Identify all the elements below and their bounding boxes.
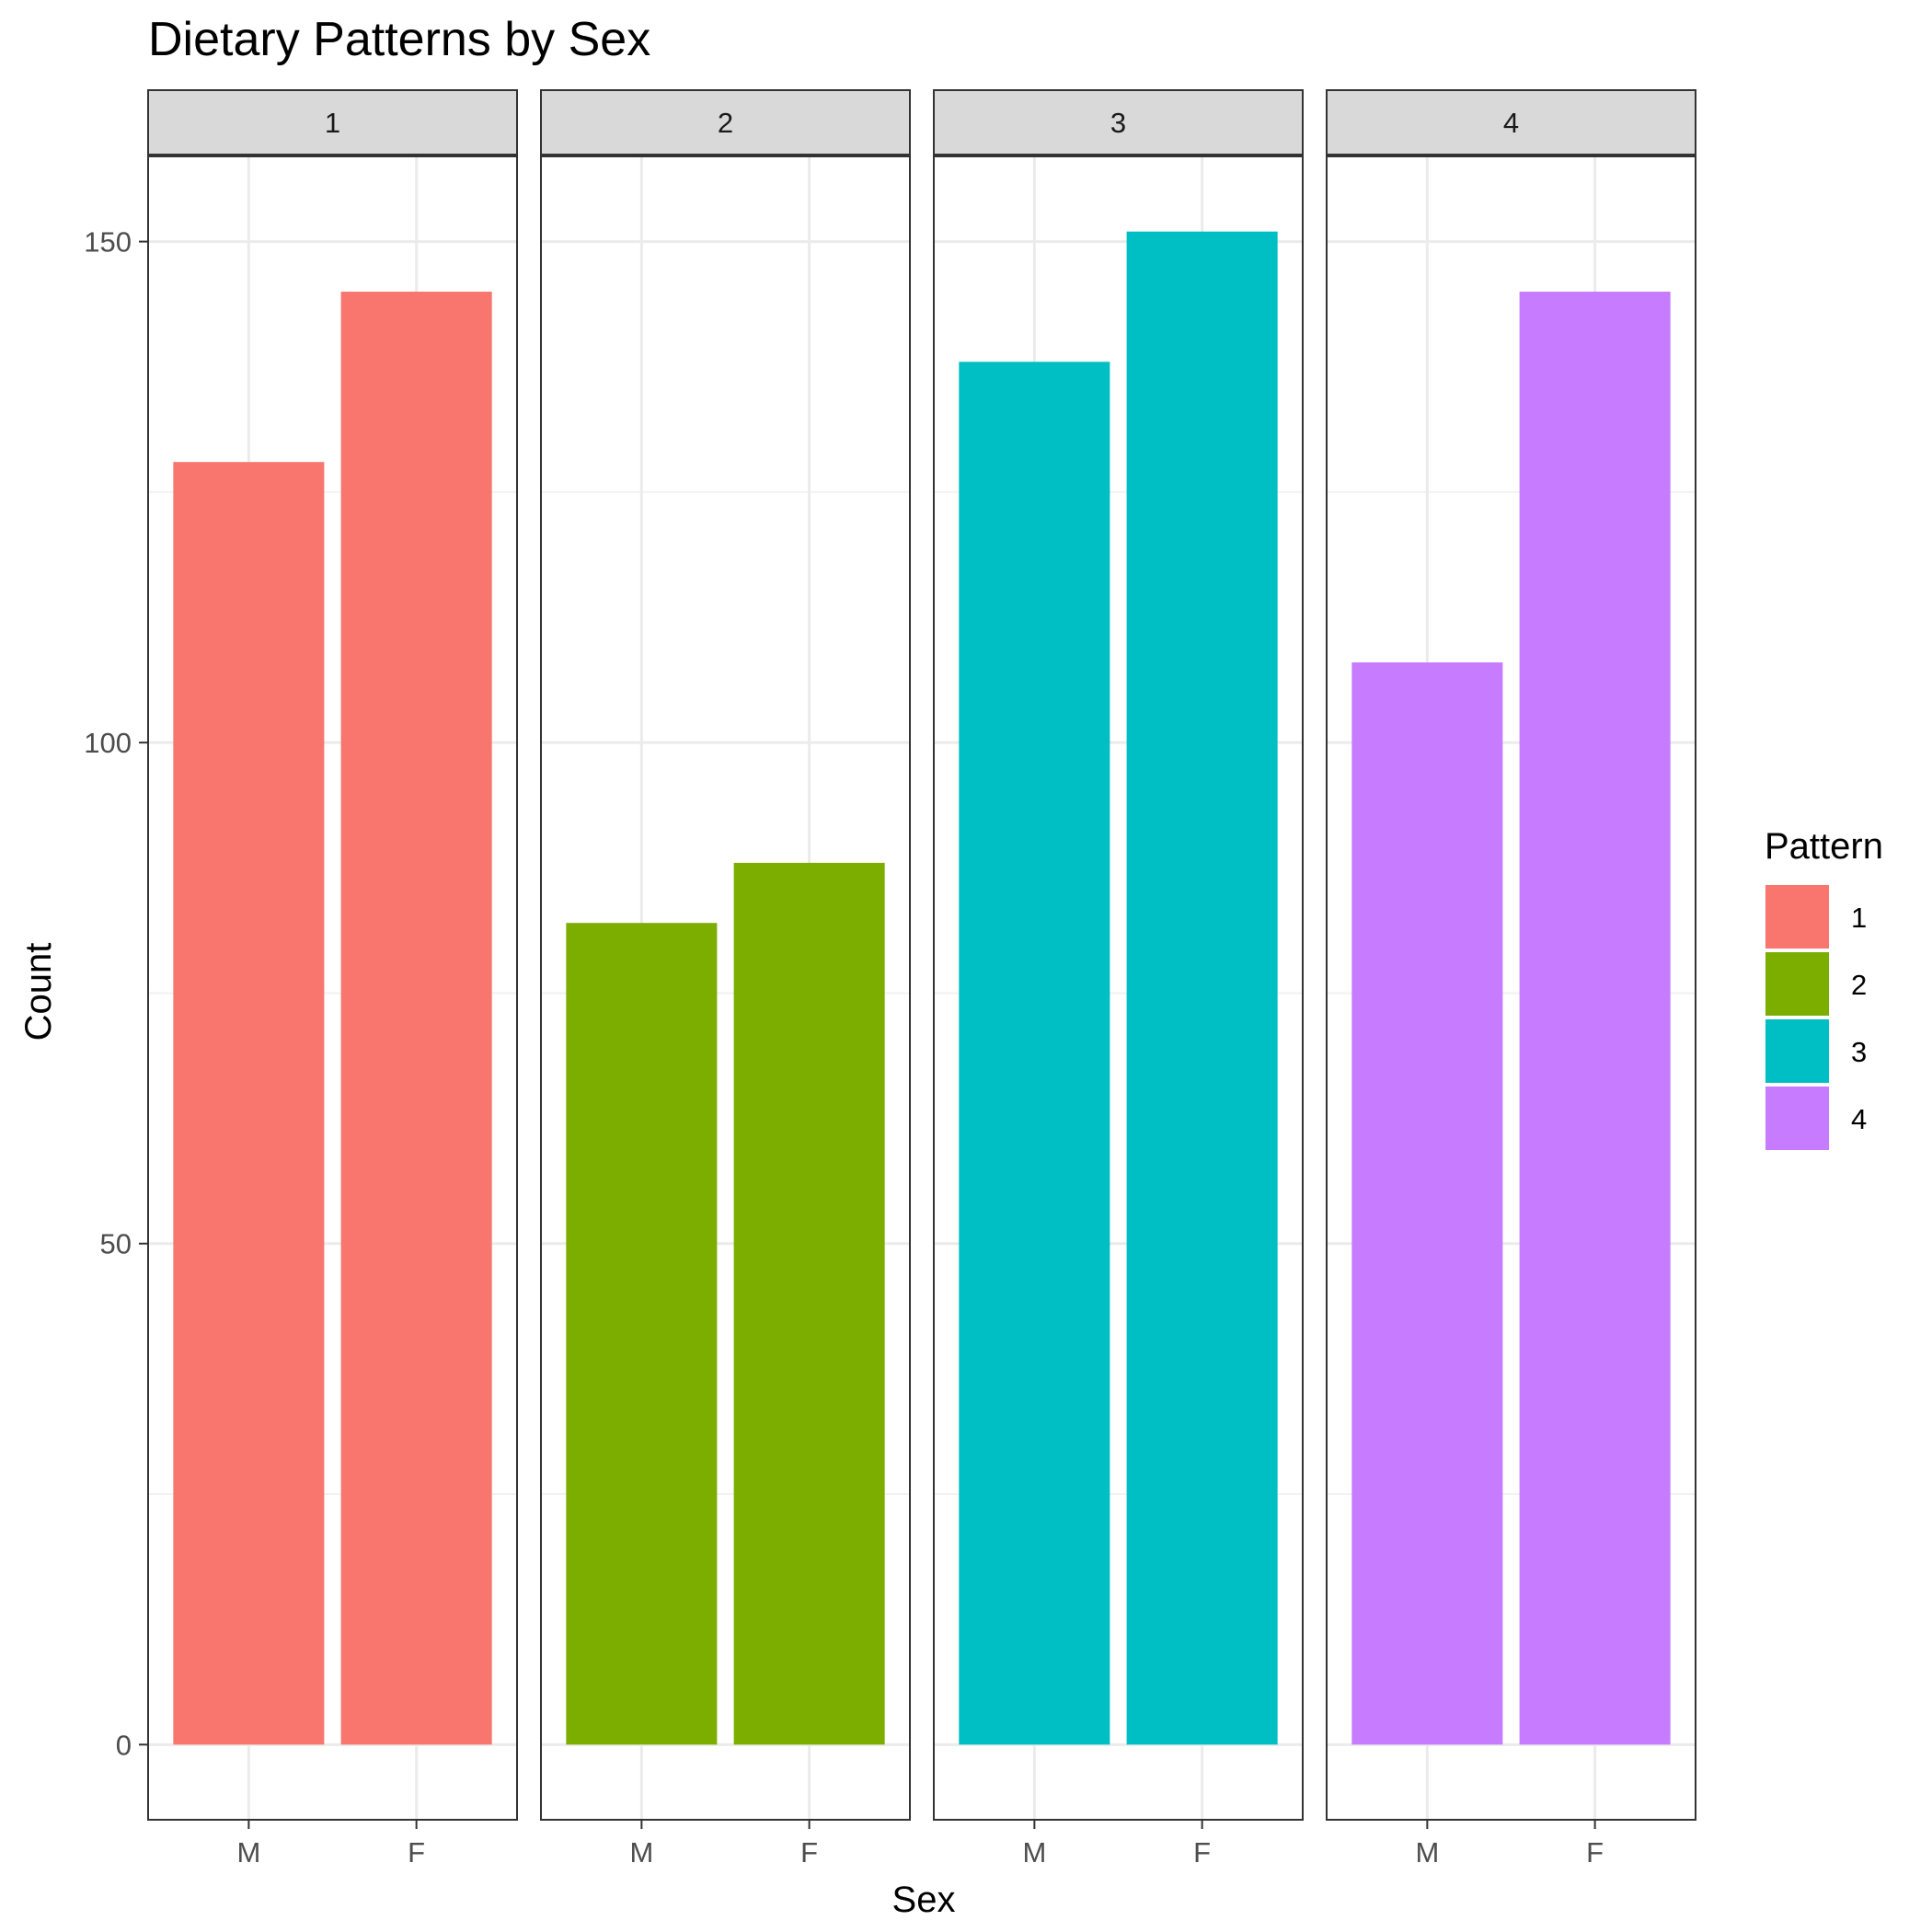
y-tick-label: 150 (84, 226, 132, 259)
bar-pattern-1-F (340, 292, 492, 1745)
y-tick-label: 0 (116, 1729, 132, 1761)
facet-strip-label: 1 (325, 107, 340, 139)
x-tick-label: F (1586, 1836, 1604, 1869)
x-tick-label: M (629, 1836, 653, 1869)
facet-strip-label: 3 (1110, 107, 1126, 139)
facet-panel-3: 3 M F (933, 89, 1304, 1869)
facet-strip (540, 89, 911, 155)
legend-key-4 (1764, 1085, 1831, 1152)
x-axis-title: Sex (892, 1880, 956, 1920)
facet-strip-label: 4 (1503, 107, 1519, 139)
facet-panel-1: 1 M F (147, 89, 518, 1869)
x-tick-label: M (1415, 1836, 1439, 1869)
x-tick-label: F (408, 1836, 425, 1869)
bar-pattern-3-F (1126, 231, 1278, 1745)
legend-label: 4 (1851, 1103, 1867, 1135)
legend-title: Pattern (1765, 826, 1883, 867)
y-tick-label: 100 (84, 727, 132, 759)
legend-key-2 (1764, 950, 1831, 1018)
legend-label: 3 (1851, 1036, 1867, 1068)
panel-border (933, 155, 1304, 1821)
chart-title: Dietary Patterns by Sex (148, 13, 650, 66)
legend-key-3 (1764, 1018, 1831, 1085)
bar-pattern-2-F (733, 862, 885, 1745)
bar-pattern-1-M (173, 462, 325, 1745)
x-tick-label: F (1193, 1836, 1211, 1869)
x-tick-label: M (1022, 1836, 1046, 1869)
legend-label: 2 (1851, 969, 1867, 1001)
facet-panel-2: 2 M F (540, 89, 911, 1869)
facet-strip (1326, 89, 1696, 155)
facet-strip-label: 2 (718, 107, 733, 139)
panel-border (147, 155, 518, 1821)
bar-pattern-4-F (1519, 292, 1671, 1745)
y-axis: 0 50 100 150 (84, 226, 148, 1761)
panel-border (1326, 155, 1696, 1821)
facet-strip (147, 89, 518, 155)
y-tick-label: 50 (100, 1228, 132, 1260)
legend: Pattern 1 2 3 4 (1764, 826, 1883, 1152)
legend-key-1 (1764, 883, 1831, 950)
bar-pattern-2-M (566, 923, 718, 1745)
facet-panel-4: 4 M F (1326, 89, 1696, 1869)
panel-border (540, 155, 911, 1821)
facet-strip (933, 89, 1304, 155)
facet-panels: 1 M F 2 M F 3 M F 4 M F (147, 89, 1696, 1869)
bar-pattern-4-M (1351, 662, 1503, 1745)
x-tick-label: M (236, 1836, 260, 1869)
x-tick-label: F (800, 1836, 818, 1869)
bar-pattern-3-M (959, 362, 1110, 1745)
y-axis-title: Count (18, 943, 59, 1041)
legend-label: 1 (1851, 902, 1867, 934)
